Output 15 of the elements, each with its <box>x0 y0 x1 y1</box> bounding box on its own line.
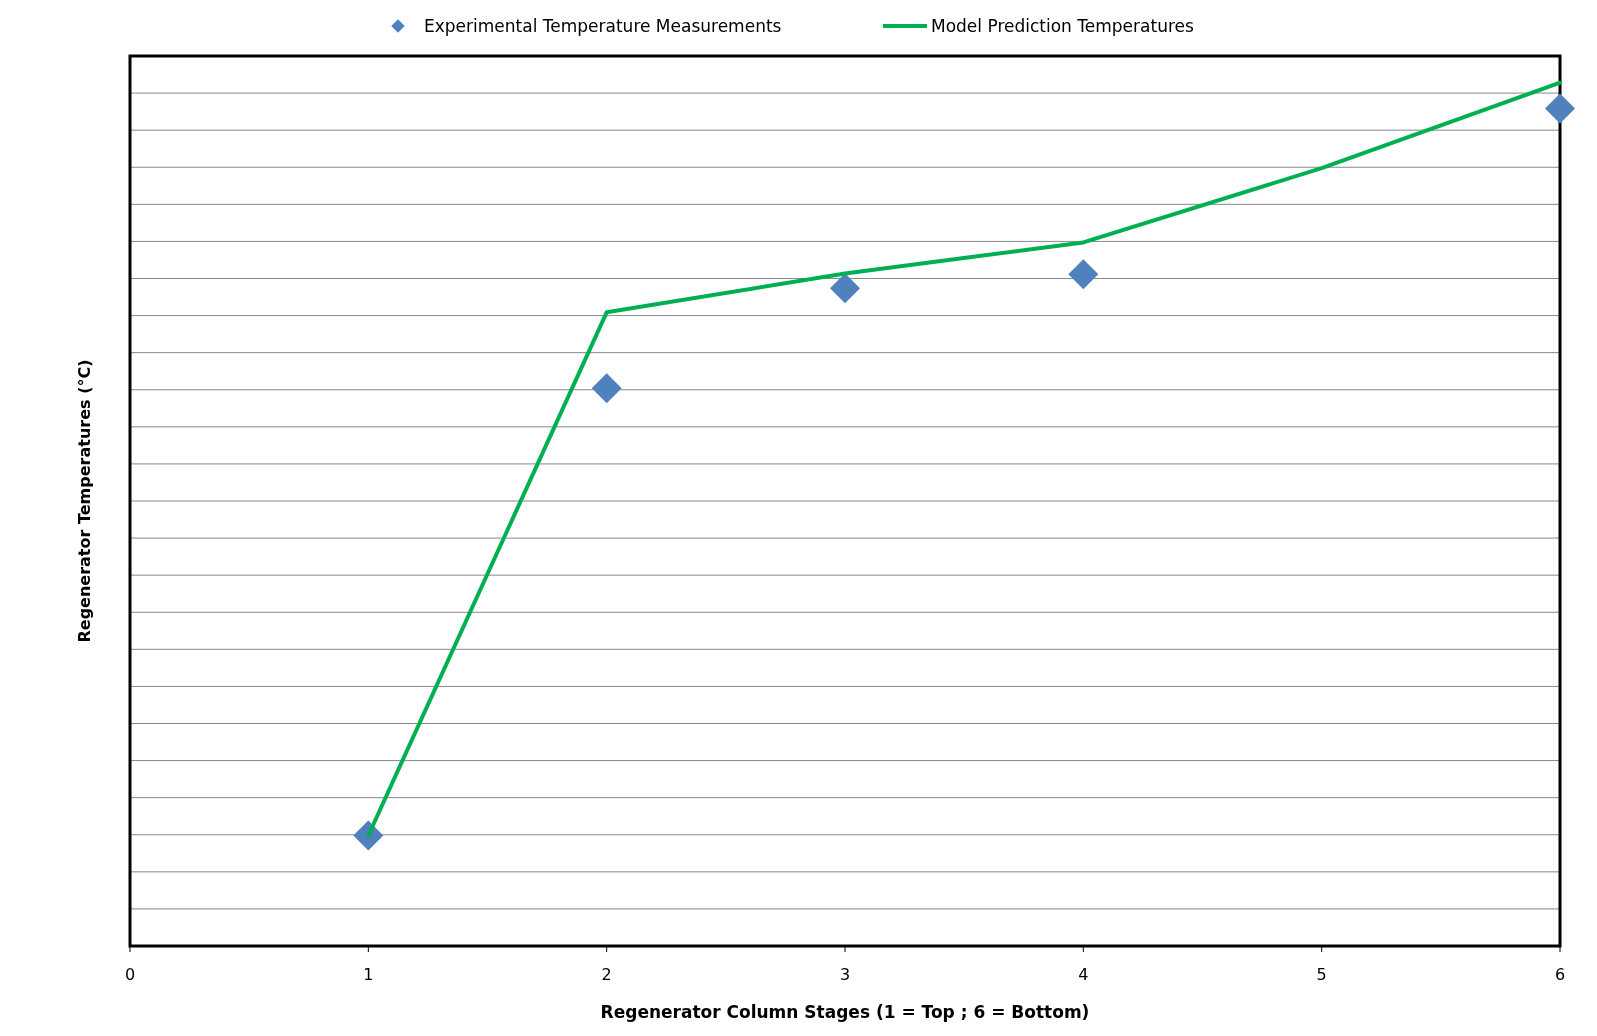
x-tick-label: 5 <box>1316 965 1327 984</box>
x-tick-label: 2 <box>601 965 612 984</box>
point <box>1068 259 1099 290</box>
legend-label: Experimental Temperature Measurements <box>424 16 782 36</box>
x-tick-label: 4 <box>1078 965 1089 984</box>
x-axis-title: Regenerator Column Stages (1 = Top ; 6 = Bottom) <box>600 1002 1090 1022</box>
x-tick-label: 3 <box>839 965 851 984</box>
point <box>591 373 622 404</box>
y-axis-title: Regenerator Temperatures (°C) <box>75 359 94 643</box>
x-tick-label: 0 <box>124 965 136 984</box>
point <box>1545 93 1575 124</box>
x-tick-label: 1 <box>363 965 374 984</box>
legend-label: Model Prediction Temperatures <box>931 16 1194 36</box>
x-tick-label: 6 <box>1554 965 1566 984</box>
point <box>830 273 860 304</box>
